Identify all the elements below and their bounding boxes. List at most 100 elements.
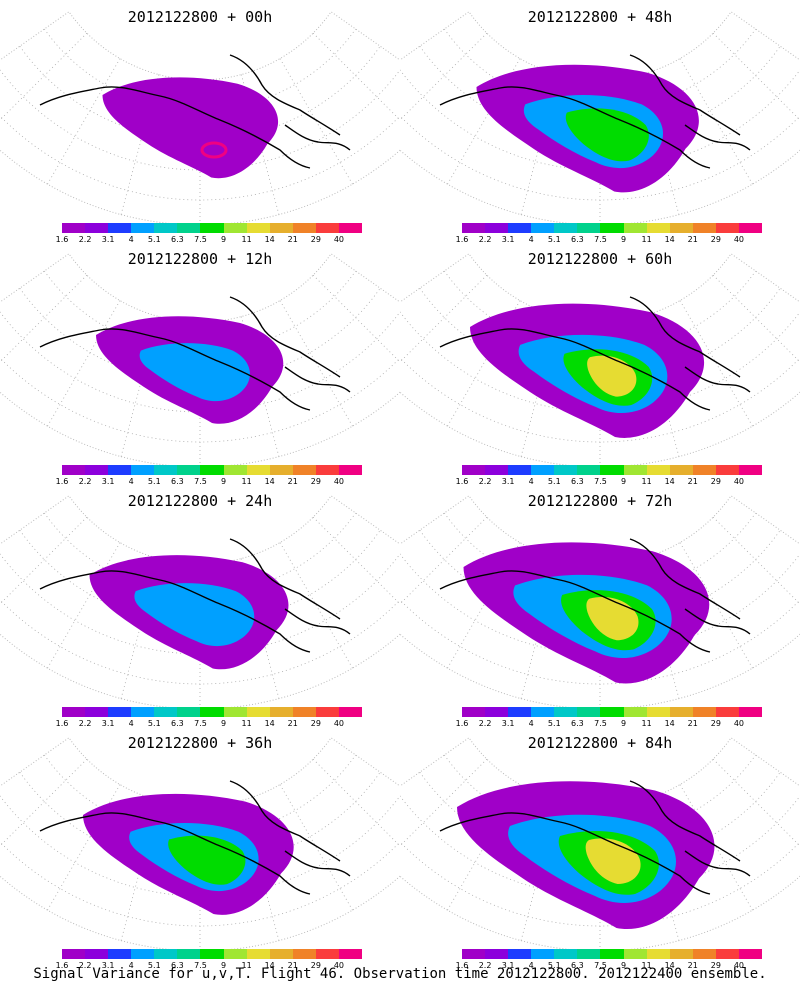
meridian-line [47, 542, 121, 669]
meridian-line [712, 758, 800, 847]
colorbar-swatch [292, 223, 316, 233]
colorbar-tick-label: 9 [620, 719, 627, 728]
colorbar-swatch [200, 223, 224, 233]
colorbar-tick-label: 6.3 [571, 961, 584, 970]
colorbar-labels: 1.6 2.2 3.1 4 5.1 6.3 7.5 9 11 14 21 29 40 [456, 719, 762, 729]
colorbar-swatch [62, 223, 86, 233]
variance-contour [587, 355, 637, 397]
colorbar-swatch [646, 223, 670, 233]
meridian-line [0, 758, 88, 847]
meridian-line [279, 784, 353, 911]
colorbar-swatch [462, 465, 486, 475]
meridian-line [312, 274, 400, 363]
coastline [629, 780, 741, 862]
colorbar-swatch [577, 223, 601, 233]
colorbar-labels: 1.6 2.2 3.1 4 5.1 6.3 7.5 9 11 14 21 29 40 [56, 477, 362, 487]
colorbar-swatch [600, 223, 624, 233]
colorbar-tick-label: 21 [287, 235, 298, 244]
colorbar-tick-label: 2.2 [478, 477, 492, 486]
panel-title: 2012122800 + 60h [527, 250, 673, 268]
colorbar [62, 465, 363, 475]
colorbar-tick-label: 9 [220, 719, 227, 728]
colorbar-tick-label: 5.1 [547, 961, 561, 970]
colorbar-tick-label: 14 [664, 961, 675, 970]
colorbar-swatch [246, 223, 270, 233]
colorbar-tick-label: 29 [710, 961, 721, 970]
colorbar-tick-label: 4 [528, 719, 534, 728]
colorbar-tick-label: 1.6 [455, 719, 469, 728]
colorbar-swatch [315, 465, 339, 475]
colorbar-swatch [485, 707, 509, 717]
meridian-line [679, 58, 753, 185]
figure-caption: Signal Variance for u,v,T. Flight 46. Ob… [33, 966, 767, 982]
colorbar-swatch [108, 707, 132, 717]
latitude-circle [0, 115, 400, 201]
coastline [229, 780, 341, 862]
colorbar-tick-label: 40 [733, 477, 745, 486]
map-panel: 2012122800 + 84h 1.6 2.2 3.1 4 5.1 6.3 7.5 9 11 1… [400, 726, 800, 970]
colorbar-swatch [623, 465, 647, 475]
colorbar-tick-label: 6.3 [171, 477, 184, 486]
colorbar-swatch [177, 949, 201, 959]
colorbar-swatch [508, 223, 532, 233]
colorbar-tick-label: 7.5 [194, 719, 207, 728]
coastline [439, 812, 711, 895]
coastline [684, 850, 751, 877]
colorbar-swatch [508, 707, 532, 717]
colorbar-swatch [738, 949, 763, 959]
colorbar-swatch [669, 949, 693, 959]
colorbar-tick-label: 3.1 [501, 477, 515, 486]
colorbar-swatch [600, 707, 624, 717]
coastline [629, 296, 741, 378]
colorbar-tick-label: 11 [641, 719, 652, 728]
meridian-line [400, 516, 488, 605]
colorbar-tick-label: 14 [664, 719, 675, 728]
colorbar-tick-label: 1.6 [55, 961, 69, 970]
coastline [284, 608, 351, 635]
coastline [284, 366, 351, 393]
latitude-circle [0, 553, 400, 655]
colorbar-tick-label: 21 [687, 961, 698, 970]
colorbar-tick-label: 2.2 [78, 477, 92, 486]
coastline [39, 328, 311, 411]
coastline [39, 86, 311, 169]
meridian-line [679, 542, 753, 669]
latitude-circle [400, 311, 800, 413]
colorbar-tick-label: 11 [641, 235, 652, 244]
colorbar-tick-label: 5.1 [147, 961, 161, 970]
colorbar-labels: 1.6 2.2 3.1 4 5.1 6.3 7.5 9 11 14 21 29 40 [456, 235, 762, 245]
coastline [439, 86, 711, 169]
colorbar-swatch [200, 949, 224, 959]
colorbar-swatch [669, 223, 693, 233]
coastline [684, 608, 751, 635]
colorbar-swatch [715, 949, 739, 959]
colorbar-swatch [223, 223, 247, 233]
colorbar-swatch [292, 707, 316, 717]
colorbar-swatch [154, 465, 178, 475]
meridian-line [712, 32, 800, 121]
colorbar-swatch [738, 707, 763, 717]
colorbar-tick-label: 6.3 [171, 235, 184, 244]
coastline [284, 850, 351, 877]
latitude-circle [400, 69, 800, 171]
colorbar-tick-label: 5.1 [147, 235, 161, 244]
variance-contour [565, 108, 649, 162]
colorbar-tick-label: 21 [687, 719, 698, 728]
colorbar-swatch [554, 949, 578, 959]
polar-map [0, 253, 400, 468]
latitude-circle [0, 357, 400, 443]
colorbar-tick-label: 7.5 [194, 235, 207, 244]
colorbar-tick-label: 9 [220, 235, 227, 244]
polar-map [0, 495, 400, 710]
colorbar-swatch [462, 223, 486, 233]
colorbar-labels: 1.6 2.2 3.1 4 5.1 6.3 7.5 9 11 14 21 29 40 [456, 961, 762, 971]
coastline [629, 538, 741, 620]
colorbar-swatch [623, 949, 647, 959]
meridian-line [279, 542, 353, 669]
map-panel: 2012122800 + 72h 1.6 2.2 3.1 4 5.1 6.3 7.5 9 11 1… [400, 484, 800, 728]
colorbar-swatch [485, 465, 509, 475]
colorbar-tick-label: 11 [641, 477, 652, 486]
colorbar-swatch [554, 465, 578, 475]
coastline [684, 366, 751, 393]
colorbar-tick-label: 7.5 [594, 719, 607, 728]
